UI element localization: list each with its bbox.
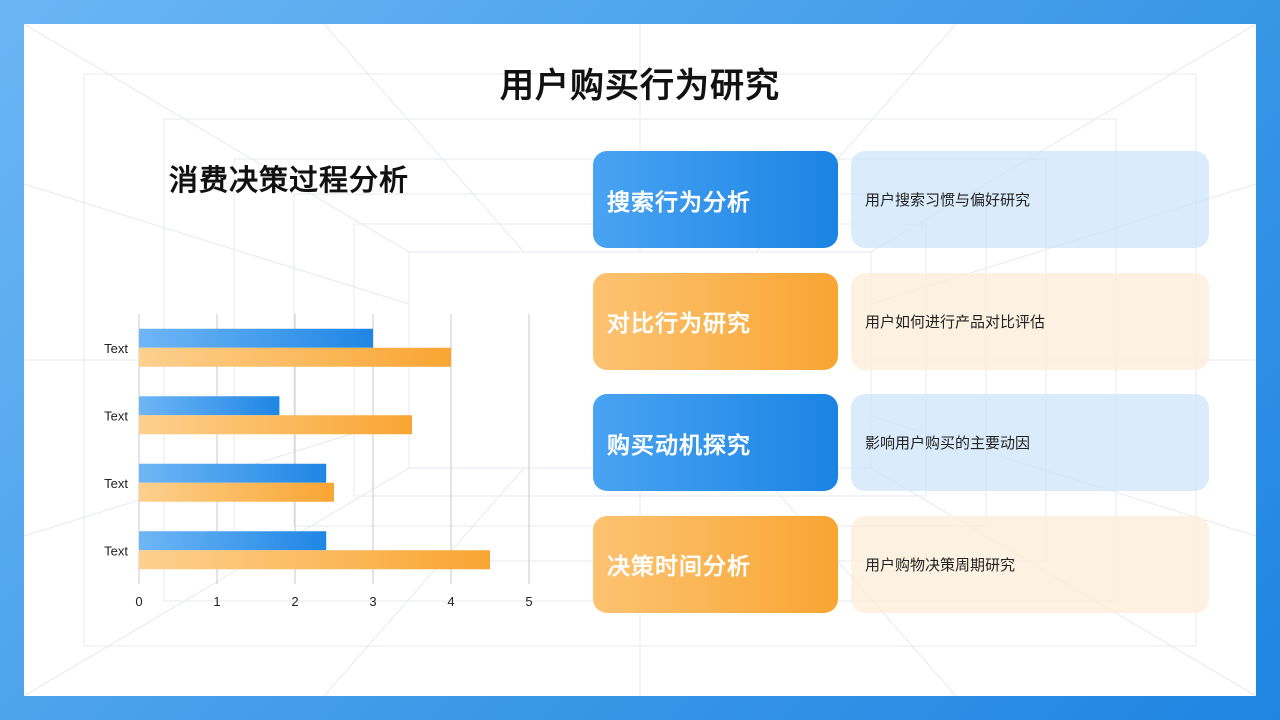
topic-description: 影响用户购买的主要动因 — [851, 394, 1209, 491]
category-label: Text — [104, 408, 128, 423]
topic-description: 用户购物决策周期研究 — [851, 515, 1209, 613]
topic-card: 决策时间分析 — [593, 515, 838, 613]
x-tick-label: 3 — [369, 594, 376, 609]
slide: 用户购买行为研究 消费决策过程分析 0 1 2 3 4 5 Text Text Text Text… — [24, 24, 1256, 696]
bar-blue — [139, 396, 280, 416]
bar-orange — [139, 347, 451, 367]
x-tick-label: 0 — [135, 594, 142, 609]
category-label: Text — [104, 341, 128, 356]
bar-blue — [139, 531, 327, 551]
page-title: 用户购买行为研究 — [500, 66, 780, 106]
category-label: Text — [104, 476, 128, 491]
bar-orange — [139, 482, 334, 502]
topic-card: 购买动机探究 — [593, 394, 838, 491]
bar-blue — [139, 463, 327, 483]
topic-card: 搜索行为分析 — [593, 151, 838, 248]
x-tick-label: 4 — [447, 594, 454, 609]
topic-description: 用户如何进行产品对比评估 — [851, 272, 1209, 370]
bar-chart: 0 1 2 3 4 5 Text Text Text Text — [104, 314, 533, 609]
section-subtitle: 消费决策过程分析 — [169, 163, 410, 197]
bar-orange — [139, 550, 490, 570]
bar-blue — [139, 328, 373, 348]
x-tick-label: 1 — [213, 594, 220, 609]
x-tick-label: 2 — [291, 594, 298, 609]
category-label: Text — [104, 543, 128, 558]
topic-card: 对比行为研究 — [593, 272, 838, 370]
x-tick-label: 5 — [525, 594, 532, 609]
topic-description: 用户搜索习惯与偏好研究 — [851, 151, 1209, 248]
bar-orange — [139, 415, 412, 435]
